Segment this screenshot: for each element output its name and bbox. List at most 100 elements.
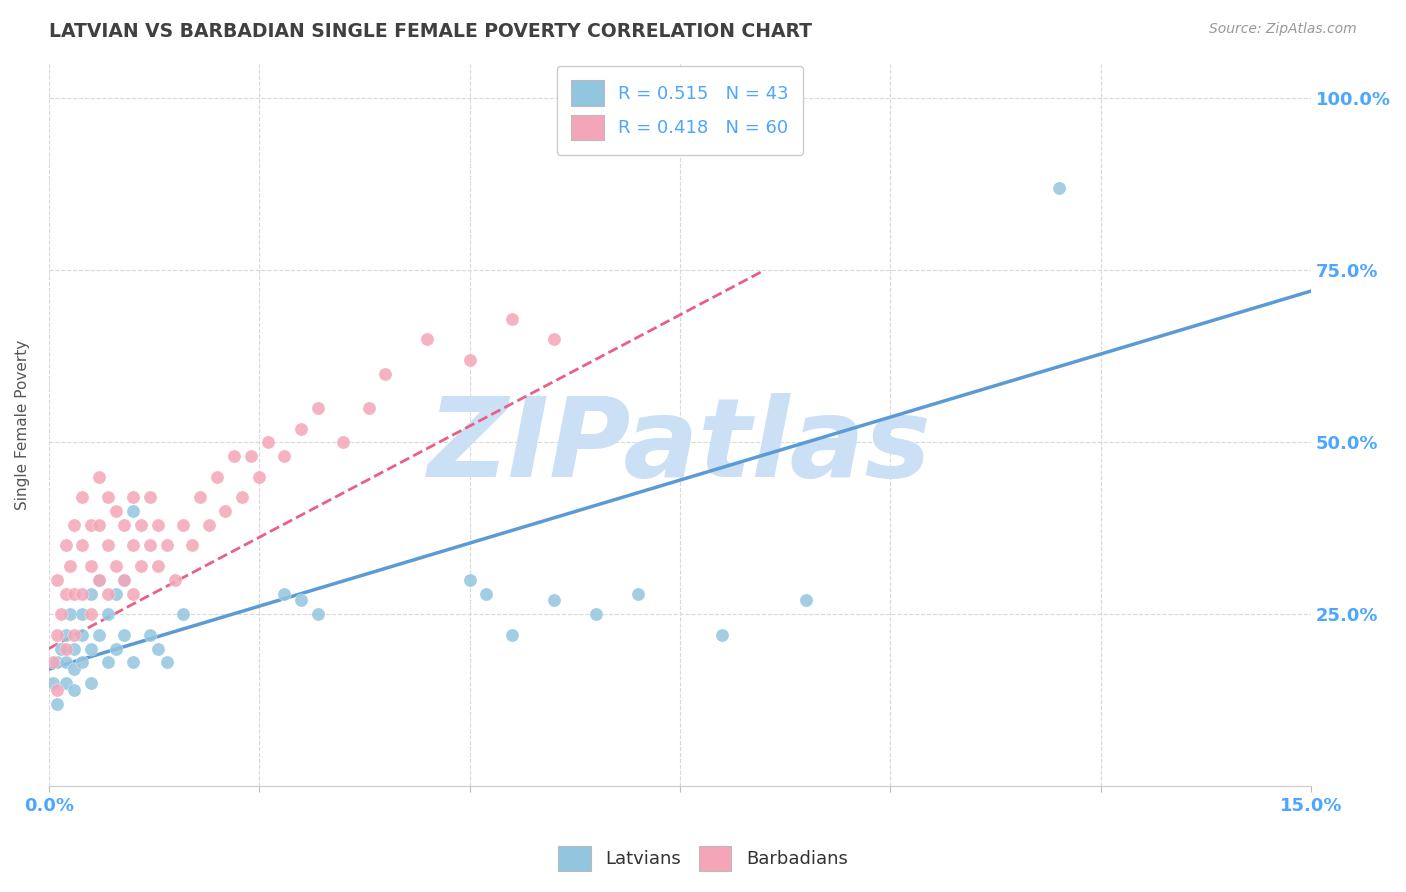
Point [114, 573, 136, 587]
Point [72, 628, 94, 642]
Point [42, 656, 65, 670]
Point [475, 586, 498, 600]
Point [72, 607, 94, 622]
Point [89, 628, 111, 642]
Text: LATVIAN VS BARBADIAN SINGLE FEMALE POVERTY CORRELATION CHART: LATVIAN VS BARBADIAN SINGLE FEMALE POVER… [49, 22, 813, 41]
Point [458, 573, 481, 587]
Point [416, 332, 439, 346]
Point [63, 682, 86, 697]
Point [1047, 181, 1070, 195]
Point [146, 559, 169, 574]
Point [122, 538, 145, 552]
Point [97, 656, 120, 670]
Point [63, 517, 86, 532]
Point [231, 491, 253, 505]
Point [273, 586, 295, 600]
Legend: R = 0.515   N = 43, R = 0.418   N = 60: R = 0.515 N = 43, R = 0.418 N = 60 [557, 66, 803, 155]
Point [42, 676, 65, 690]
Point [307, 607, 329, 622]
Point [273, 449, 295, 463]
Point [794, 593, 817, 607]
Point [122, 586, 145, 600]
Point [51, 607, 73, 622]
Point [55, 586, 77, 600]
Point [205, 469, 228, 483]
Point [46, 628, 69, 642]
Point [122, 656, 145, 670]
Point [51, 641, 73, 656]
Point [501, 311, 523, 326]
Point [139, 538, 162, 552]
Point [89, 517, 111, 532]
Point [72, 491, 94, 505]
Point [131, 517, 153, 532]
Point [97, 607, 120, 622]
Point [139, 491, 162, 505]
Point [105, 504, 128, 518]
Point [89, 469, 111, 483]
Point [585, 607, 607, 622]
Point [146, 641, 169, 656]
Point [155, 656, 177, 670]
Point [122, 491, 145, 505]
Point [72, 586, 94, 600]
Point [239, 449, 262, 463]
Y-axis label: Single Female Poverty: Single Female Poverty [15, 340, 30, 510]
Point [80, 559, 103, 574]
Point [163, 573, 186, 587]
Point [222, 449, 245, 463]
Point [290, 421, 312, 435]
Point [122, 504, 145, 518]
Point [105, 559, 128, 574]
Point [55, 656, 77, 670]
Point [55, 628, 77, 642]
Point [197, 517, 219, 532]
Point [63, 628, 86, 642]
Point [458, 352, 481, 367]
Point [59, 607, 82, 622]
Point [55, 641, 77, 656]
Point [139, 628, 162, 642]
Point [247, 469, 270, 483]
Point [307, 401, 329, 415]
Point [46, 697, 69, 711]
Point [80, 641, 103, 656]
Point [97, 491, 120, 505]
Point [63, 662, 86, 676]
Point [543, 593, 565, 607]
Point [59, 559, 82, 574]
Text: Source: ZipAtlas.com: Source: ZipAtlas.com [1209, 22, 1357, 37]
Text: ZIPatlas: ZIPatlas [427, 393, 932, 500]
Point [97, 586, 120, 600]
Point [180, 538, 202, 552]
Point [131, 559, 153, 574]
Point [188, 491, 211, 505]
Point [80, 676, 103, 690]
Point [72, 538, 94, 552]
Point [46, 656, 69, 670]
Point [114, 628, 136, 642]
Point [290, 593, 312, 607]
Point [114, 517, 136, 532]
Point [374, 367, 396, 381]
Point [63, 586, 86, 600]
Point [80, 586, 103, 600]
Point [214, 504, 236, 518]
Point [89, 573, 111, 587]
Point [89, 573, 111, 587]
Point [172, 517, 194, 532]
Point [155, 538, 177, 552]
Point [501, 628, 523, 642]
Point [63, 641, 86, 656]
Point [55, 676, 77, 690]
Point [105, 586, 128, 600]
Point [256, 435, 278, 450]
Point [114, 573, 136, 587]
Point [172, 607, 194, 622]
Point [80, 517, 103, 532]
Point [357, 401, 380, 415]
Point [46, 682, 69, 697]
Point [332, 435, 354, 450]
Point [46, 573, 69, 587]
Point [72, 656, 94, 670]
